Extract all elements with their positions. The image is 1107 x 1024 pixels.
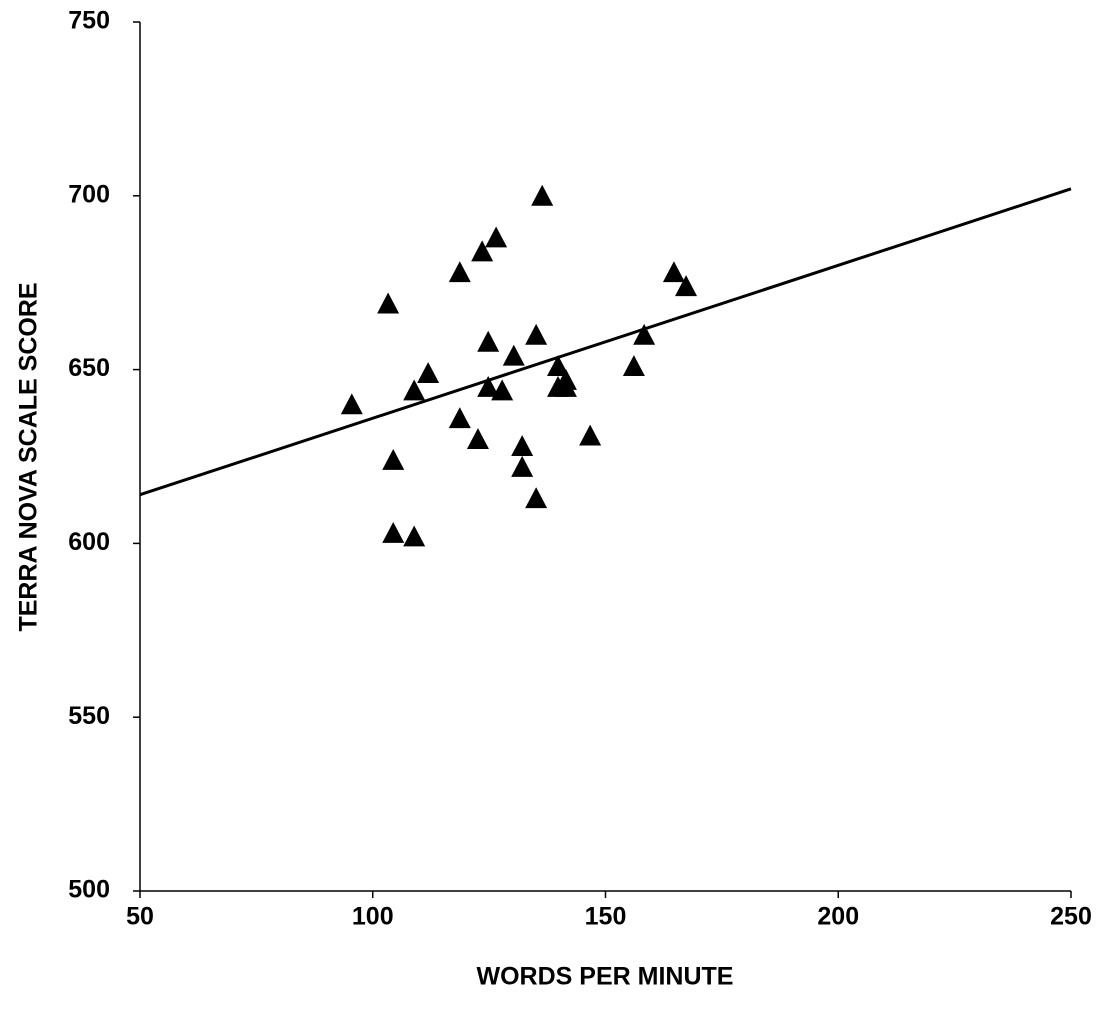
y-axis-title: TERRA NOVA SCALE SCORE	[15, 282, 43, 631]
point	[340, 393, 363, 415]
point	[525, 323, 548, 345]
point	[525, 487, 548, 509]
point	[448, 261, 471, 283]
x-axis-title: WORDS PER MINUTE	[477, 963, 734, 991]
point	[382, 448, 405, 470]
point	[377, 292, 400, 314]
point	[633, 323, 656, 345]
trend-line	[139, 187, 1072, 497]
point	[491, 379, 514, 401]
y-tick-label: 550	[68, 702, 110, 730]
point	[477, 330, 500, 352]
y-tick-label: 600	[68, 528, 110, 556]
point	[662, 261, 685, 283]
point	[403, 525, 426, 547]
point	[477, 375, 500, 397]
point	[675, 275, 698, 297]
y-tick-label: 650	[68, 354, 110, 382]
point	[471, 240, 494, 262]
point	[622, 355, 645, 377]
point	[547, 355, 570, 377]
point	[466, 428, 489, 450]
y-tick-label: 700	[68, 180, 110, 208]
x-tick-label: 150	[585, 903, 627, 931]
point	[554, 375, 577, 397]
point	[485, 226, 508, 248]
x-tick-label: 250	[1050, 903, 1092, 931]
x-tick-label: 200	[817, 903, 859, 931]
point	[448, 407, 471, 429]
point	[382, 521, 405, 543]
point	[579, 424, 602, 446]
point	[502, 344, 525, 366]
point	[511, 435, 534, 456]
x-tick-label: 100	[352, 903, 394, 931]
point	[417, 362, 440, 383]
y-tick-label: 750	[68, 7, 110, 35]
x-tick-label: 50	[126, 903, 154, 931]
point	[531, 184, 554, 206]
point	[511, 455, 534, 477]
y-tick-label: 500	[68, 876, 110, 904]
point	[403, 379, 426, 401]
